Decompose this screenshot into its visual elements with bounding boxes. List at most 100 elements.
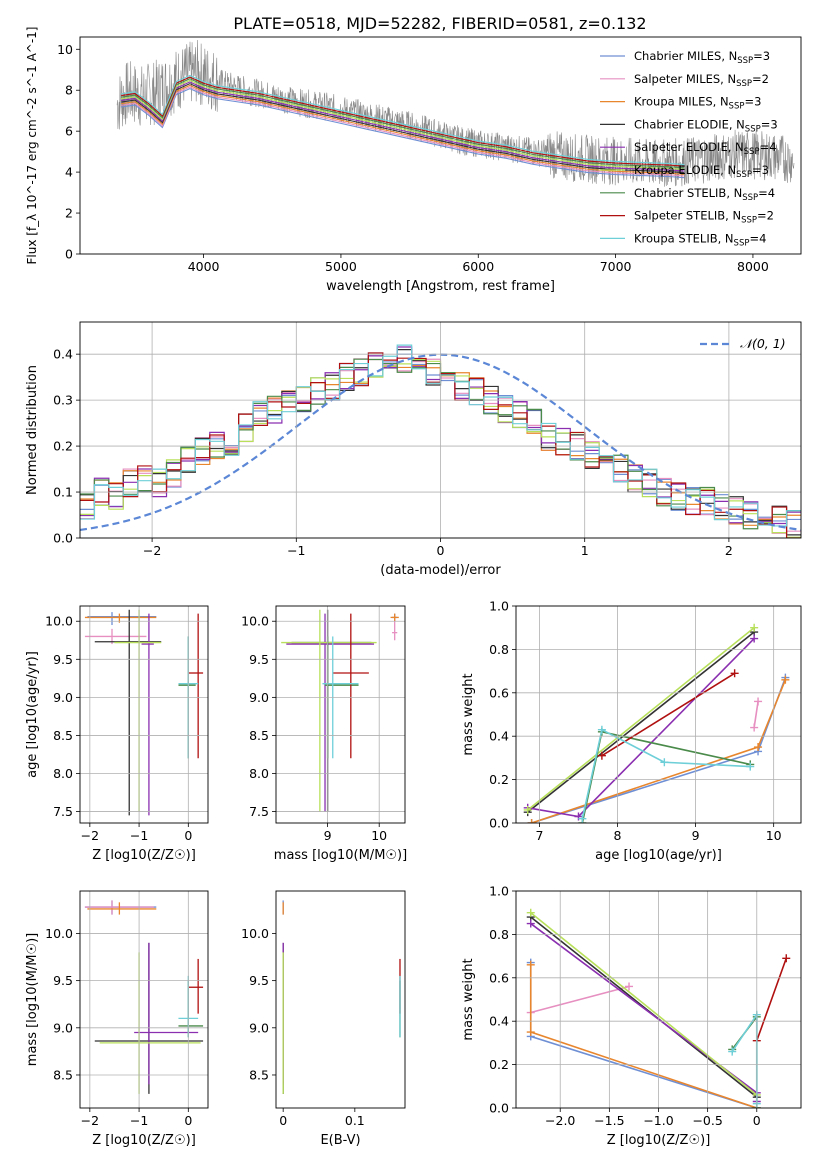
weight-marker — [597, 725, 606, 734]
mass-vs-ebv-x-axis-label: E(B-V) — [320, 1133, 360, 1148]
weight-vs-z-y-axis-label: mass weight — [461, 958, 476, 1040]
mass-vs-ebv-y-tick-label: 9.5 — [249, 973, 269, 988]
age-vs-z-x-axis-label: Z [log10(Z/Z☉)] — [92, 848, 196, 863]
errorbar-point — [291, 609, 372, 812]
weight-marker — [750, 723, 759, 732]
legend-subscript: SSP — [734, 238, 750, 248]
weight-marker — [526, 1028, 535, 1037]
age-vs-mass-x-axis-label: mass [log10(M/M☉)] — [274, 848, 407, 863]
age-vs-mass-y-tick-label: 7.5 — [249, 804, 269, 819]
legend-entry: Chabrier ELODIE, NSSP=3 — [634, 117, 778, 134]
weight-vs-z-y-tick-label: 1.0 — [489, 884, 509, 899]
weight-marker — [781, 675, 790, 684]
spectrum-y-tick-label: 4 — [65, 165, 73, 180]
residuals-y-tick-label: 0.3 — [53, 393, 73, 408]
model-spectrum-line — [121, 87, 685, 179]
weight-marker — [754, 697, 763, 706]
legend-entry: Kroupa MILES, NSSP=3 — [634, 95, 761, 112]
weight-marker — [660, 758, 669, 767]
legend-subscript: SSP — [744, 147, 760, 157]
mass-vs-z-y-axis-label: mass [log10(M/M☉)] — [25, 933, 40, 1066]
age-vs-z-plot-area — [84, 609, 204, 816]
weight-vs-age-x-tick-label: 9 — [692, 828, 700, 843]
spectrum-frame — [79, 36, 802, 255]
residuals-y-axis-label: Normed distribution — [25, 365, 40, 495]
legend-count: =2 — [752, 72, 769, 86]
errorbar-point — [390, 613, 399, 622]
mass-vs-z-y-tick-label: 10.0 — [45, 926, 73, 941]
age-vs-z-y-tick-label: 10.0 — [45, 614, 73, 629]
mass-vs-ebv-plot-area — [282, 900, 401, 1094]
spectrum-y-axis-label: Flux [f_λ 10^-17 erg cm^-2 s^-1 A^-1] — [25, 27, 39, 265]
weight-vs-z-y-tick-label: 0.8 — [489, 927, 509, 942]
weight-marker — [625, 982, 634, 991]
weight-marker — [746, 762, 755, 771]
weight-marker — [526, 919, 535, 928]
residuals-panel: −2 −1 0 1 2 0.0 0.1 0.2 0.3 0.4 (data-model)/error… — [25, 321, 802, 578]
legend-count: =2 — [757, 209, 774, 223]
weight-vs-z-x-tick-label: −0.5 — [692, 1113, 722, 1128]
errorbar-point — [286, 613, 375, 812]
mass-vs-z-x-tick-label: −1 — [130, 1113, 148, 1128]
weight-vs-age-x-tick-label: 8 — [614, 828, 622, 843]
weight-marker — [730, 669, 739, 678]
errorbar-point — [94, 609, 162, 816]
errorbar-point — [134, 942, 199, 1085]
legend-entry: Chabrier MILES, NSSP=3 — [634, 49, 770, 66]
legend-subscript: SSP — [741, 216, 757, 226]
weight-vs-z-y-tick-label: 0.4 — [489, 1014, 509, 1029]
errorbar-point — [281, 609, 377, 812]
weight-vs-age-y-tick-label: 0.6 — [489, 685, 509, 700]
residuals-y-tick-label: 0.1 — [53, 485, 73, 500]
legend-entry: Chabrier STELIB, NSSP=4 — [634, 186, 775, 203]
spectrum-y-tick-label: 0 — [65, 247, 73, 262]
weight-vs-age-x-axis-label: age [log10(age/yr)] — [595, 848, 722, 863]
weight-vs-z-x-tick-label: −1.0 — [643, 1113, 673, 1128]
age-vs-z-y-tick-label: 7.5 — [53, 804, 73, 819]
model-spectrum-line — [121, 79, 685, 171]
spectrum-x-tick-label: 6000 — [462, 259, 494, 274]
legend-entry: Kroupa ELODIE, NSSP=3 — [634, 163, 769, 180]
weight-line — [581, 728, 751, 819]
weight-line — [756, 958, 788, 1041]
mass-vs-ebv-y-tick-label: 10.0 — [241, 926, 269, 941]
spectrum-y-tick-label: 10 — [57, 42, 73, 57]
mass-vs-z-y-tick-label: 9.5 — [53, 973, 73, 988]
mass-vs-ebv-x-tick-label: 0 — [279, 1113, 287, 1128]
model-spectrum-line — [121, 86, 685, 177]
age-vs-z-x-tick-label: −1 — [130, 828, 148, 843]
errorbar-point — [188, 613, 204, 759]
legend-subscript: SSP — [742, 193, 758, 203]
weight-line — [529, 964, 758, 1108]
residuals-x-tick-label: −2 — [143, 543, 161, 558]
errorbar-point — [99, 952, 201, 1094]
normal-legend-label: 𝒩(0, 1) — [740, 336, 786, 351]
weight-marker — [728, 1047, 737, 1056]
age-vs-mass-y-tick-label: 9.0 — [249, 690, 269, 705]
weight-marker — [526, 960, 535, 969]
spectrum-x-tick-label: 5000 — [325, 259, 357, 274]
errorbar-point — [141, 613, 154, 816]
legend-subscript: SSP — [729, 102, 745, 112]
age-vs-z-y-tick-label: 9.0 — [53, 690, 73, 705]
age-vs-mass-frame — [275, 605, 406, 824]
legend-count: =3 — [744, 95, 761, 109]
mass-vs-z-plot-area — [84, 900, 204, 1094]
spectrum-y-tick-label: 6 — [65, 124, 73, 139]
model-spectrum-line — [121, 83, 685, 174]
weight-vs-age-plot-area — [523, 623, 790, 823]
weight-line — [527, 637, 755, 818]
weight-vs-age-panel: 7 8 9 10 0.0 0.2 0.4 0.6 0.8 1.0 age [log10(age/yr… — [461, 599, 802, 863]
weight-vs-z-y-tick-label: 0.2 — [489, 1057, 509, 1072]
model-spectrum-line — [121, 84, 685, 175]
errorbar-point — [332, 613, 369, 759]
weight-vs-z-x-axis-label: Z [log10(Z/Z☉)] — [607, 1133, 711, 1148]
age-vs-z-y-axis-label: age [log10(age/yr)] — [25, 651, 40, 778]
weight-marker — [782, 954, 791, 963]
age-vs-z-y-tick-label: 8.5 — [53, 728, 73, 743]
weight-vs-age-y-axis-label: mass weight — [461, 673, 476, 755]
spectrum-panel: 4000 5000 6000 7000 8000 0 2 4 6 8 10 wavelength [A… — [25, 27, 802, 294]
weight-vs-z-x-tick-label: −2.0 — [545, 1113, 575, 1128]
weight-vs-age-y-tick-label: 0.8 — [489, 642, 509, 657]
weight-vs-age-x-tick-label: 10 — [766, 828, 782, 843]
